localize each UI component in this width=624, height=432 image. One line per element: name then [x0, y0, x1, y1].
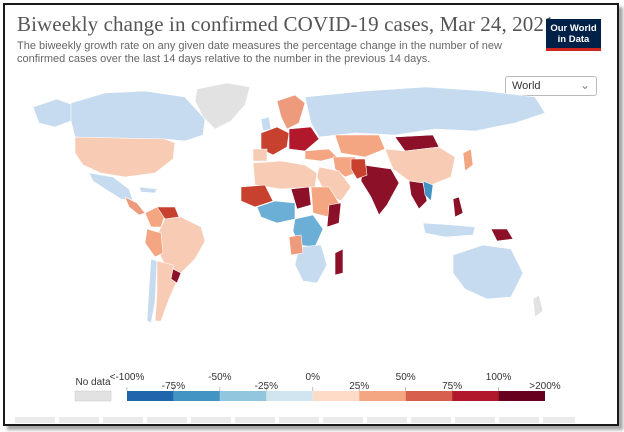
legend-bin-swatch [359, 391, 406, 401]
region-china[interactable] [384, 146, 456, 186]
region-se-asia[interactable] [408, 180, 428, 210]
chart-frame: Biweekly change in confirmed COVID-19 ca… [3, 3, 619, 426]
region-new-zealand[interactable] [532, 294, 544, 318]
legend-bin-swatch [405, 391, 453, 401]
region-australia[interactable] [452, 244, 524, 300]
region-southern-africa[interactable] [294, 244, 328, 284]
chevron-down-icon: ⌄ [579, 78, 590, 92]
region-turkey[interactable] [304, 148, 338, 162]
legend-bottom-label: -75% [162, 381, 185, 392]
legend-bottom-labels: -75% -25% 25% 75% >200% [162, 381, 561, 392]
region-pakistan[interactable] [350, 158, 368, 180]
region-spain[interactable] [252, 148, 268, 162]
region-central-asia[interactable] [334, 134, 386, 158]
legend-bin-swatch [173, 391, 220, 401]
region-canada[interactable] [70, 90, 206, 144]
region-alaska[interactable] [32, 98, 74, 128]
legend-bottom-label: -25% [255, 381, 278, 392]
legend-bottom-label: 25% [349, 381, 369, 392]
logo-line-1: Our World [550, 23, 597, 34]
color-legend: No data <-100% -50% 0% 50% 100% -75% -25% 25% 7… [74, 372, 561, 402]
region-india[interactable] [360, 164, 400, 216]
region-russia[interactable] [304, 86, 546, 138]
region-central-africa[interactable] [290, 186, 312, 210]
region-greenland[interactable] [194, 82, 251, 130]
region-peru[interactable] [144, 228, 164, 258]
legend-no-data-label: No data [75, 377, 110, 388]
region-japan[interactable] [462, 148, 474, 172]
region-scandinavia[interactable] [276, 94, 306, 130]
chart-title: Biweekly change in confirmed COVID-19 ca… [17, 12, 555, 36]
world-map [32, 82, 546, 324]
region-mexico[interactable] [88, 172, 134, 202]
region-eastern-europe[interactable] [288, 126, 320, 152]
region-central-america[interactable] [124, 196, 146, 216]
legend-top-label: 100% [486, 372, 512, 383]
legend-top-label: -50% [208, 372, 231, 383]
region-png[interactable] [490, 228, 514, 242]
logo-line-2: in Data [557, 34, 590, 45]
region-paraguay[interactable] [170, 268, 182, 284]
legend-top-label: 0% [306, 372, 321, 383]
source-footnote [15, 417, 575, 423]
legend-bottom-label: >200% [529, 381, 561, 392]
region-usa[interactable] [74, 136, 176, 178]
region-philippines[interactable] [452, 196, 464, 218]
region-horn-africa[interactable] [326, 202, 342, 228]
region-indonesia[interactable] [422, 222, 476, 238]
region-select[interactable]: World ⌄ [505, 76, 597, 96]
region-caribbean[interactable] [138, 186, 158, 194]
region-uk[interactable] [260, 116, 272, 132]
legend-no-data: No data [74, 377, 112, 402]
region-select-value: World [512, 80, 541, 92]
region-sahel[interactable] [240, 184, 274, 208]
legend-top-label: <-100% [110, 372, 145, 383]
region-angola[interactable] [288, 234, 304, 256]
legend-bins [126, 387, 545, 401]
legend-no-data-swatch [74, 390, 112, 402]
legend-bin-swatch [498, 391, 545, 401]
legend-bin-swatch [312, 391, 360, 401]
owid-logo[interactable]: Our World in Data [546, 19, 601, 51]
legend-bin-swatch [219, 391, 267, 401]
legend-bin-swatch [452, 391, 499, 401]
legend-bin-swatch [266, 391, 313, 401]
legend-top-label: 50% [396, 372, 416, 383]
legend-bin-swatch [127, 391, 174, 401]
legend-top-labels: <-100% -50% 0% 50% 100% [110, 372, 512, 383]
region-indochina[interactable] [422, 180, 434, 202]
chart-subtitle: The biweekly growth rate on any given da… [17, 40, 502, 65]
legend-bottom-label: 75% [442, 381, 462, 392]
region-north-africa[interactable] [252, 160, 318, 190]
region-madagascar[interactable] [334, 248, 344, 276]
